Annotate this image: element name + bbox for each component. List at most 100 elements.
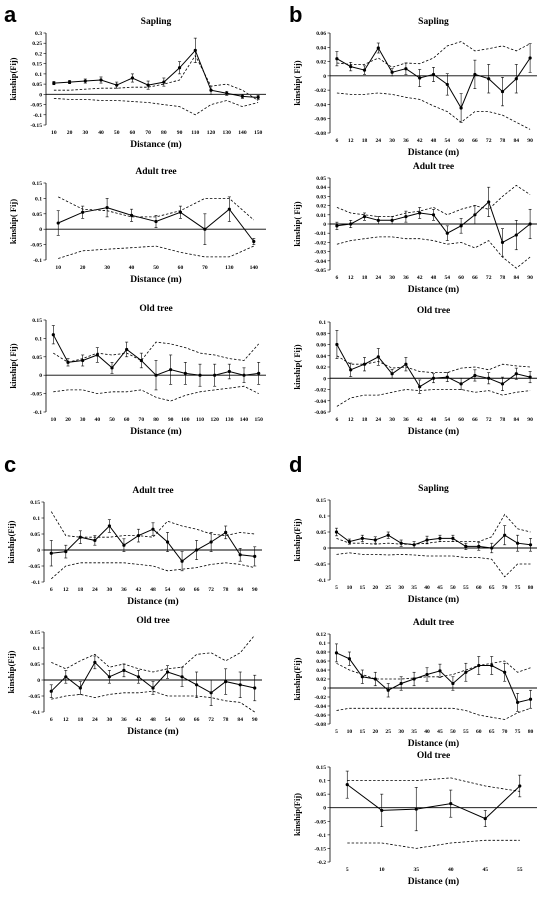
chart-d-x-tick-label: 45: [482, 867, 488, 873]
chart-a-data-point: [130, 76, 135, 80]
chart-a-x-tick-label: 140: [238, 130, 247, 136]
chart-c-y-tick-label: 0.05: [30, 532, 40, 538]
chart-a-data-point: [256, 95, 260, 99]
chart-b-data-point: [376, 355, 380, 359]
chart-b-data-point: [362, 68, 367, 72]
chart-d-y-tick-label: 0.12: [316, 632, 326, 638]
chart-d-data-point: [386, 688, 390, 692]
chart-c-x-tick-label: 78: [223, 587, 229, 593]
chart-d-data-point: [528, 543, 533, 547]
chart-d-x-tick-label: 55: [463, 729, 469, 735]
panel-letter-c: c: [4, 452, 17, 477]
chart-b-data-point: [514, 233, 518, 237]
chart-a-x-tick-label: 40: [98, 130, 104, 136]
chart-b-x-tick-label: 24: [376, 275, 382, 281]
chart-b-x-tick-label: 12: [348, 138, 354, 144]
chart-a-data-point: [154, 373, 158, 377]
chart-a-x-tick-label: 10: [55, 265, 61, 271]
chart-b-x-tick-label: 66: [472, 417, 478, 423]
chart-d-x-tick-label: 10: [347, 585, 353, 591]
chart-a-y-tick-label: -0.1: [33, 410, 42, 416]
chart-d-y-tick-label: 0.1: [319, 641, 326, 647]
chart-b-y-tick-label: -0.04: [314, 102, 326, 108]
chart-b-y-tick-label: -0.02: [314, 388, 326, 394]
chart-c-upper-confidence-line: [51, 634, 256, 673]
chart-d-y-tick-label: 0.04: [316, 668, 326, 674]
chart-b-data-point: [514, 372, 518, 376]
chart-d-lower-confidence-line: [347, 839, 520, 849]
chart-c-x-tick-label: 30: [107, 717, 113, 723]
chart-a-data-point: [115, 83, 119, 87]
chart-b-x-tick-label: 72: [486, 138, 492, 144]
chart-d-y-tick-label: 0.15: [316, 498, 326, 504]
chart-d-x-tick-label: 40: [424, 729, 430, 735]
chart-b-x-tick-label: 54: [445, 417, 451, 423]
chart-a-x-tick-label: 150: [254, 417, 263, 423]
chart-d-x-tick-label: 30: [398, 729, 404, 735]
chart-d-data-point: [334, 530, 339, 534]
chart-c-data-point: [253, 686, 257, 690]
chart-d-x-tick-label: 75: [515, 585, 521, 591]
chart-c-x-tick-label: 54: [165, 587, 171, 593]
chart-d-x-tick-label: 20: [372, 585, 378, 591]
chart-d-data-point: [483, 816, 487, 821]
chart-b-data-point: [362, 215, 367, 219]
chart-a-data-point: [193, 48, 197, 52]
chart-d-x-tick-label: 5: [346, 867, 349, 873]
chart-a-x-tick-label: 130: [225, 417, 234, 423]
chart-b-x-tick-label: 60: [458, 275, 464, 281]
chart-b-data-point: [404, 215, 408, 219]
chart-b-data-point: [473, 373, 477, 378]
chart-a-x-tick-label: 130: [225, 265, 234, 271]
chart-a-x-tick-label: 10: [51, 417, 57, 423]
chart-c-x-axis-label: Distance (m): [127, 726, 178, 737]
chart-a-y-tick-label: -0.05: [30, 392, 42, 398]
chart-a-data-point: [183, 371, 187, 375]
chart-a-upper-confidence-line: [58, 196, 255, 221]
chart-a-data-point: [227, 369, 231, 374]
chart-b-x-tick-label: 60: [458, 138, 464, 144]
chart-d-y-tick-label: -0.02: [314, 695, 326, 701]
chart-a-observed-line: [53, 49, 259, 98]
chart-a-data-point: [146, 83, 150, 87]
chart-b-lower-confidence-line: [336, 389, 531, 407]
chart-b-y-tick-label: -0.01: [314, 231, 326, 237]
chart-a-x-tick-label: 30: [80, 417, 86, 423]
chart-d-data-point: [373, 538, 377, 542]
chart-a-data-point: [154, 219, 158, 224]
panel-letter-a: a: [4, 2, 17, 27]
chart-c-data-point: [253, 554, 257, 559]
chart-a-y-tick-label: 0.05: [32, 355, 42, 361]
chart-c-data-point: [165, 670, 170, 674]
chart-a-data-point: [125, 347, 129, 352]
chart-a-x-tick-label: 60: [124, 417, 130, 423]
chart-a-x-tick-label: 70: [139, 417, 145, 423]
chart-a-data-point: [110, 366, 114, 370]
chart-a-data-point: [52, 81, 56, 85]
chart-c-x-tick-label: 54: [165, 717, 171, 723]
chart-b-data-point: [500, 240, 505, 244]
chart-a-x-tick-label: 80: [161, 130, 167, 136]
chart-c-data-point: [93, 538, 97, 543]
chart-c-data-point: [209, 540, 213, 544]
chart-d-y-tick-label: -0.1: [317, 578, 326, 584]
chart-b-data-point: [390, 70, 394, 74]
chart-b-y-tick-label: -0.02: [314, 88, 326, 94]
chart-a-data-point: [162, 80, 166, 84]
chart-b-data-point: [431, 213, 436, 217]
chart-b-data-point: [431, 376, 436, 380]
chart-a-x-tick-label: 30: [104, 265, 110, 271]
chart-d-data-point: [373, 677, 377, 681]
chart-b-y-axis-label: kinship( Fij): [292, 201, 302, 246]
chart-b-x-tick-label: 72: [486, 417, 492, 423]
chart-b-x-tick-label: 90: [527, 138, 533, 144]
chart-a-x-tick-label: 140: [240, 417, 249, 423]
chart-c-data-point: [64, 675, 68, 679]
chart-d-data-point: [334, 651, 339, 655]
chart-a-y-tick-label: 0.15: [32, 181, 42, 187]
chart-d-title: Adult tree: [413, 618, 454, 628]
chart-b-data-point: [500, 89, 505, 94]
chart-d-x-tick-label: 80: [528, 729, 534, 735]
chart-d-y-tick-label: -0.05: [314, 819, 326, 825]
